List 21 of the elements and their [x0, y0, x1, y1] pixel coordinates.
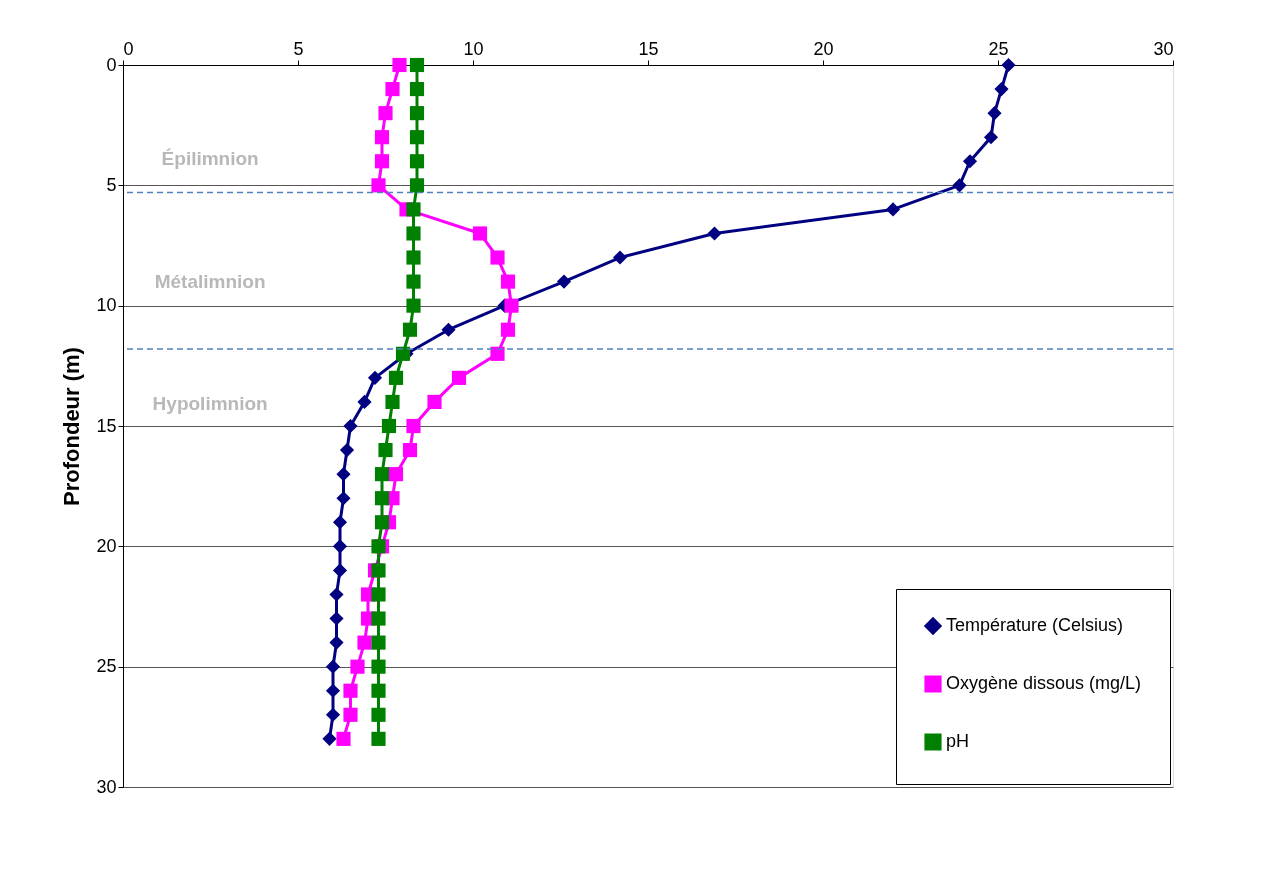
annotation: Métalimnion — [154, 270, 266, 292]
legend-label: pH — [946, 731, 970, 751]
y-tick-label: 5 — [106, 174, 117, 195]
annotation: Épilimnion — [161, 147, 259, 169]
x-tick-label: 10 — [463, 38, 484, 59]
legend-label: Oxygène dissous (mg/L) — [946, 673, 1142, 693]
y-tick-label: 30 — [96, 776, 117, 797]
x-tick-label: 0 — [123, 38, 134, 59]
x-tick-label: 30 — [1153, 38, 1174, 59]
y-tick-label: 15 — [96, 415, 117, 436]
y-tick-label: 0 — [106, 54, 117, 75]
y-tick-label: 10 — [96, 295, 117, 316]
x-tick-label: 25 — [988, 38, 1009, 59]
y-tick-label: 25 — [96, 656, 117, 677]
y-tick-label: 20 — [96, 535, 117, 556]
x-tick-label: 5 — [293, 38, 304, 59]
x-tick-label: 15 — [638, 38, 659, 59]
annotation: Hypolimnion — [152, 393, 268, 415]
y-axis-title: Profondeur (m) — [59, 347, 85, 506]
x-tick-label: 20 — [813, 38, 834, 59]
legend-label: Température (Celsius) — [946, 615, 1124, 635]
